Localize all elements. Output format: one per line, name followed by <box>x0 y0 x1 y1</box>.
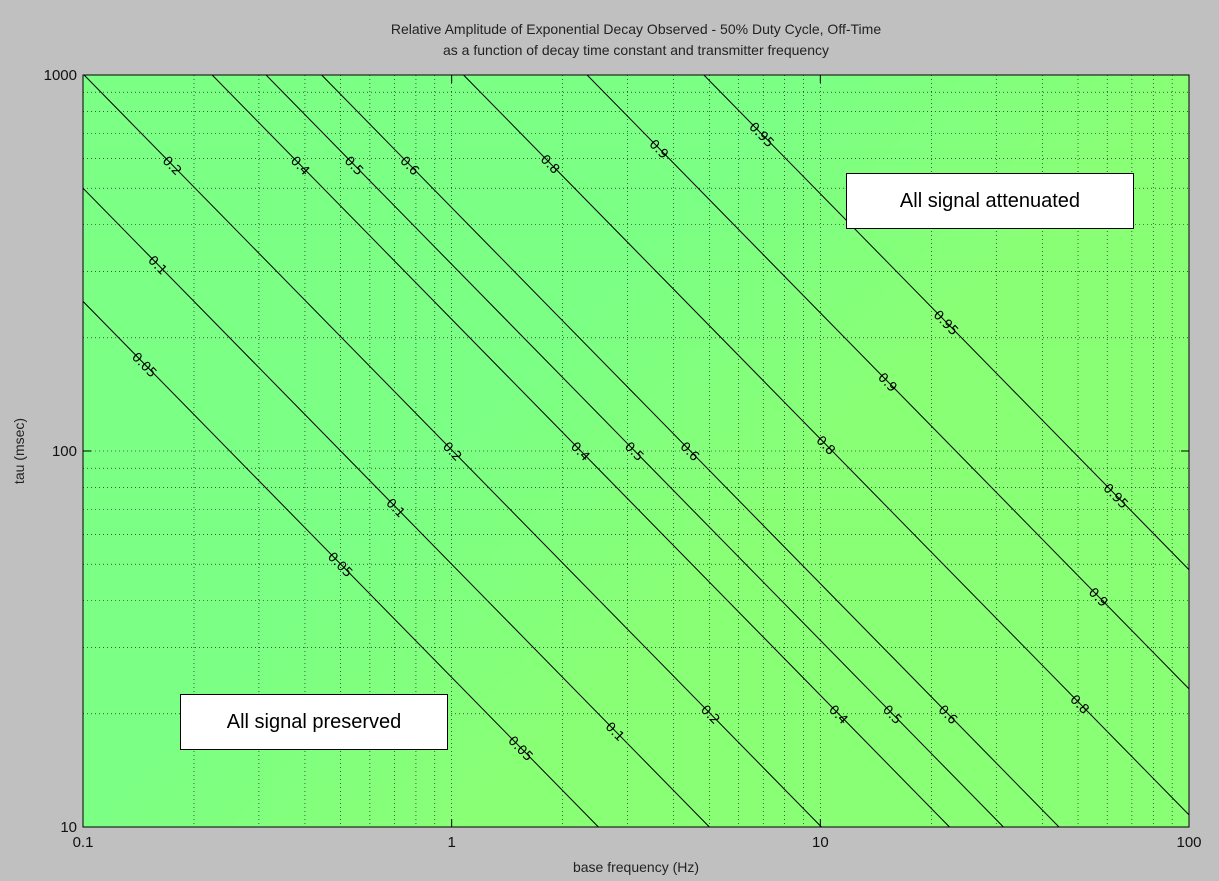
contour-line <box>83 75 822 827</box>
chart-title: Relative Amplitude of Exponential Decay … <box>391 21 881 37</box>
contour-line <box>83 187 710 827</box>
contour-line <box>321 75 1060 827</box>
chart-subtitle: as a function of decay time constant and… <box>443 42 829 58</box>
grid <box>83 75 1189 827</box>
x-axis-title: base frequency (Hz) <box>573 859 699 875</box>
y-tick-label: 100 <box>52 443 77 460</box>
y-tick-label: 10 <box>60 819 77 836</box>
y-axis-title: tau (msec) <box>11 418 27 484</box>
contours <box>83 75 1189 827</box>
contour-line <box>463 75 1189 816</box>
axis-ticks: 0.1 1 10 100 10 100 1000 <box>44 67 1202 851</box>
contour-line <box>703 75 1189 571</box>
x-tick-label: 1 <box>447 834 455 851</box>
annotation-preserved: All signal preserved <box>180 694 448 750</box>
contour-line <box>83 301 599 827</box>
contour-line <box>211 75 950 827</box>
contour-line <box>265 75 1004 827</box>
contour-line <box>586 75 1189 690</box>
y-tick-label: 1000 <box>44 67 77 84</box>
x-tick-label: 0.1 <box>73 834 94 851</box>
x-tick-label: 100 <box>1176 834 1201 851</box>
x-tick-label: 10 <box>812 834 829 851</box>
annotation-attenuated: All signal attenuated <box>846 173 1134 229</box>
